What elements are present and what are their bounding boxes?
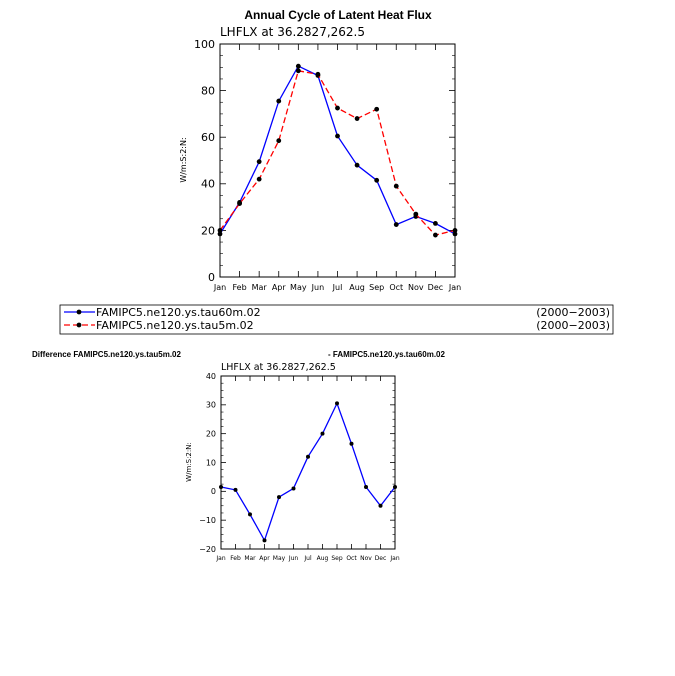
x-tick-label: May (273, 555, 286, 562)
chart1-ylabel: W/m:S:2:N: (179, 137, 188, 182)
data-point (217, 231, 223, 237)
data-point (393, 485, 397, 490)
data-point (374, 106, 380, 112)
x-tick-label: Sep (369, 283, 384, 292)
x-tick-label: May (290, 283, 307, 292)
data-point (320, 431, 325, 436)
data-point (295, 63, 301, 69)
legend-label-2: FAMIPC5.ne120.ys.tau5m.02 (96, 319, 254, 332)
chart1-subtitle: LHFLX at 36.2827,262.5 (220, 25, 365, 39)
x-tick-label: Jan (389, 555, 399, 562)
data-point (433, 221, 438, 226)
x-tick-label: Jun (311, 283, 325, 292)
x-tick-label: Aug (349, 283, 365, 292)
x-tick-label: Apr (259, 555, 270, 562)
data-point (315, 71, 321, 77)
series-line-2 (219, 70, 456, 236)
data-point (335, 133, 340, 139)
y-tick-label: −10 (199, 516, 216, 525)
x-tick-label: Oct (389, 283, 403, 292)
x-tick-label: Mar (244, 555, 256, 562)
data-point (276, 98, 282, 104)
data-point (433, 232, 438, 238)
x-tick-label: Apr (272, 283, 287, 292)
x-tick-label: Jan (448, 283, 461, 292)
x-tick-label: Nov (360, 555, 372, 562)
x-tick-label: Oct (346, 555, 357, 562)
x-tick-label: Feb (230, 555, 241, 562)
x-tick-label: Jul (303, 555, 312, 562)
legend-period-2: (2000−2003) (536, 319, 610, 332)
chart2-frame (220, 375, 396, 550)
x-tick-label: Jan (213, 283, 226, 292)
chart1-frame (219, 43, 456, 278)
data-point (354, 162, 360, 168)
data-point (364, 485, 368, 490)
chart1-plot: Jan Feb Mar Apr May Jun Jul Aug Sep Oct Nov Dec Jan0… (194, 38, 461, 292)
y-tick-label: 0 (211, 487, 216, 496)
data-point (452, 228, 458, 233)
x-tick-label: Nov (408, 283, 424, 292)
y-tick-label: 10 (206, 458, 216, 467)
legend-box (59, 304, 614, 335)
legend-marker-2 (76, 322, 82, 328)
data-point (374, 177, 380, 183)
x-tick-label: Mar (252, 283, 268, 292)
data-point (295, 68, 301, 74)
data-point (256, 176, 262, 182)
data-point (219, 485, 223, 490)
chart1-title: Annual Cycle of Latent Heat Flux (244, 8, 432, 22)
y-tick-label: 20 (206, 429, 216, 438)
y-tick-label: 0 (208, 271, 215, 284)
data-point (276, 138, 282, 144)
chart2-ylabel: W/m:S:2:N: (185, 442, 193, 482)
y-tick-label: 60 (201, 131, 215, 144)
data-point (248, 512, 252, 517)
y-tick-label: 40 (206, 372, 216, 381)
data-point (291, 486, 296, 491)
data-point (354, 116, 360, 121)
x-tick-label: Sep (331, 555, 343, 562)
data-point (277, 495, 281, 500)
y-tick-label: −20 (199, 545, 216, 554)
data-point (335, 401, 339, 406)
legend-label-1: FAMIPC5.ne120.ys.tau60m.02 (96, 306, 261, 319)
series-line-1 (220, 401, 396, 543)
data-point (452, 231, 458, 237)
chart2-subtitle: LHFLX at 36.2827,262.5 (221, 362, 336, 373)
chart2-title-right: - FAMIPC5.ne120.ys.tau60m.02 (328, 350, 445, 359)
data-point (349, 441, 354, 446)
data-point (413, 211, 419, 217)
data-point (335, 105, 340, 111)
x-tick-label: Dec (375, 555, 387, 562)
chart2-plot: Jan Feb Mar Apr May Jun Jul Aug Sep Oct Nov Dec Jan−… (199, 372, 400, 562)
x-tick-label: Jun (288, 555, 299, 562)
series-line-1 (219, 65, 456, 235)
legend-marker-1 (76, 309, 82, 315)
chart2-title-left: Difference FAMIPC5.ne120.ys.tau5m.02 (32, 350, 182, 359)
data-point (306, 454, 310, 459)
x-tick-label: Feb (232, 283, 246, 292)
y-tick-label: 40 (201, 178, 215, 191)
y-tick-label: 100 (194, 38, 215, 51)
data-point (256, 159, 262, 165)
data-point (378, 503, 383, 508)
x-tick-label: Jul (332, 283, 343, 292)
data-point (393, 222, 399, 227)
y-tick-label: 20 (201, 224, 215, 237)
y-tick-label: 30 (206, 401, 216, 410)
data-point (233, 487, 238, 492)
data-point (393, 183, 399, 189)
x-tick-label: Dec (428, 283, 443, 292)
y-tick-label: 80 (201, 84, 215, 97)
x-tick-label: Aug (317, 555, 329, 562)
data-point (262, 538, 267, 543)
legend-period-1: (2000−2003) (536, 306, 610, 319)
x-tick-label: Jan (215, 555, 225, 562)
data-point (237, 201, 242, 207)
data-point (217, 228, 223, 233)
legend: FAMIPC5.ne120.ys.tau60m.02 (2000−2003) FAM… (64, 306, 610, 332)
